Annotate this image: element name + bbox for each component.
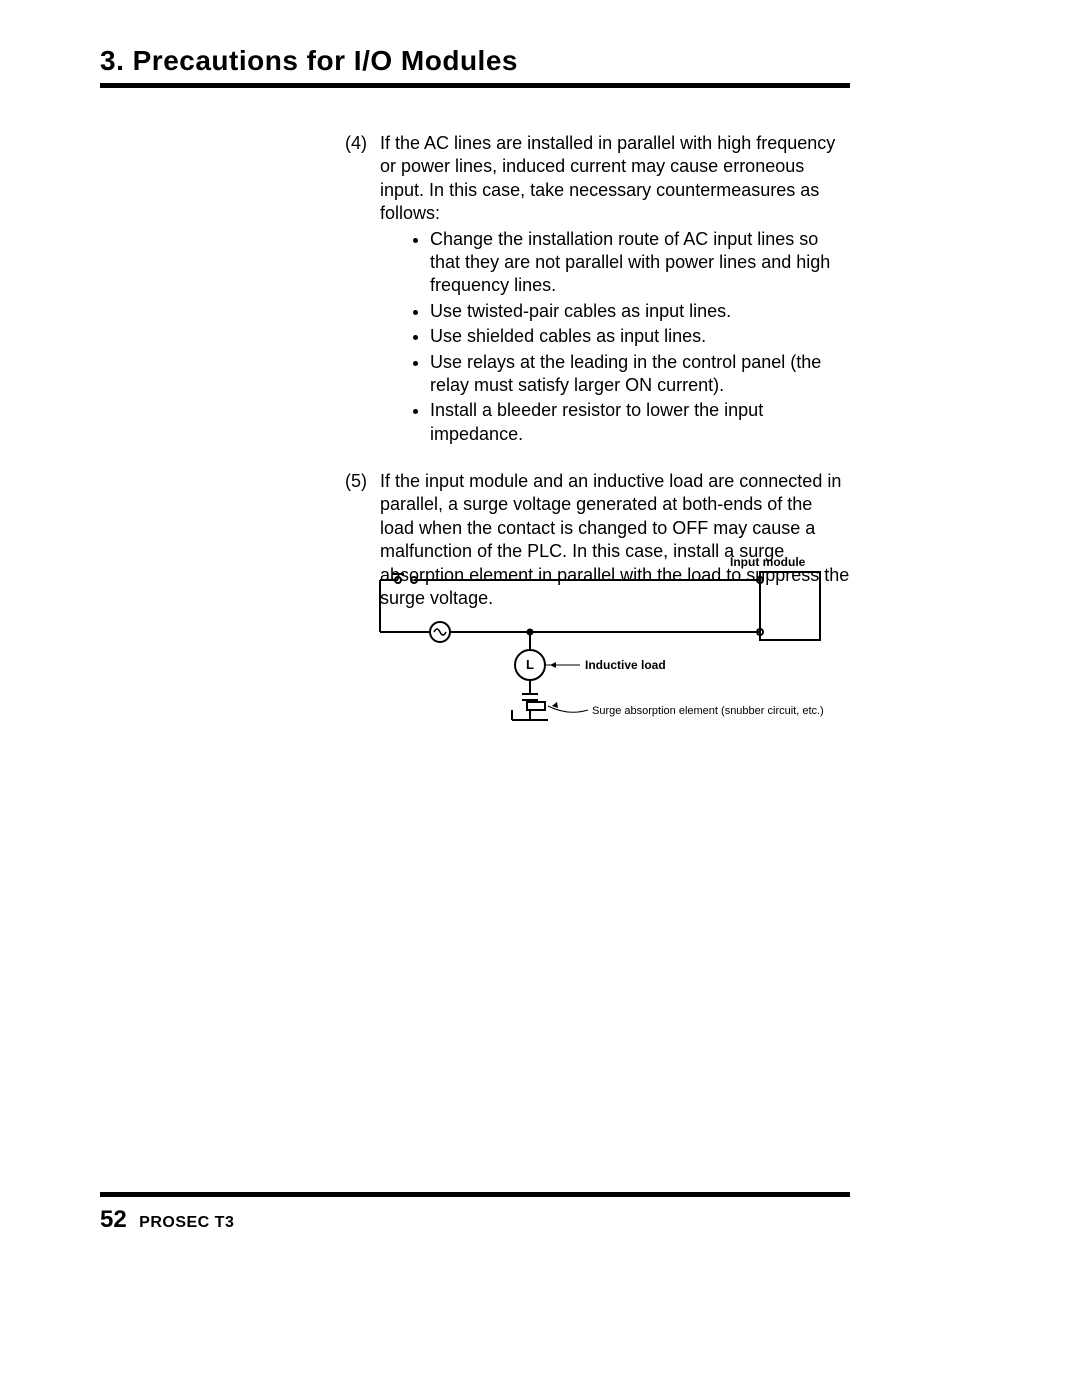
page-number: 52 <box>100 1206 127 1233</box>
svg-text:Inductive load: Inductive load <box>585 658 666 672</box>
page: 3. Precautions for I/O Modules (4) If th… <box>0 0 1080 1397</box>
list-item: Use shielded cables as input lines. <box>430 325 850 348</box>
para-body: If the AC lines are installed in paralle… <box>380 132 850 448</box>
para-number: (5) <box>345 470 375 493</box>
list-item: Use twisted-pair cables as input lines. <box>430 300 850 323</box>
list-item: Use relays at the leading in the control… <box>430 351 850 398</box>
svg-text:Input module: Input module <box>730 555 806 569</box>
section-title: 3. Precautions for I/O Modules <box>100 45 850 77</box>
circuit-diagram: L Inductive load Surge absorption element … <box>370 550 850 750</box>
svg-text:Surge absorption element (snub: Surge absorption element (snubber circui… <box>592 705 824 717</box>
diagram-svg: L Inductive load Surge absorption element … <box>370 550 850 750</box>
paragraph-4: (4) If the AC lines are installed in par… <box>345 132 850 448</box>
list-item: Install a bleeder resistor to lower the … <box>430 399 850 446</box>
para-number: (4) <box>345 132 375 155</box>
book-title: PROSEC T3 <box>139 1214 234 1231</box>
svg-text:L: L <box>526 657 534 672</box>
para4-lead: If the AC lines are installed in paralle… <box>380 133 835 223</box>
section-header: 3. Precautions for I/O Modules <box>100 45 850 88</box>
para4-bullets: Change the installation route of AC inpu… <box>380 228 850 447</box>
footer: 52 PROSEC T3 <box>100 1206 234 1234</box>
footer-rule <box>100 1192 850 1197</box>
header-rule <box>100 83 850 88</box>
list-item: Change the installation route of AC inpu… <box>430 228 850 298</box>
